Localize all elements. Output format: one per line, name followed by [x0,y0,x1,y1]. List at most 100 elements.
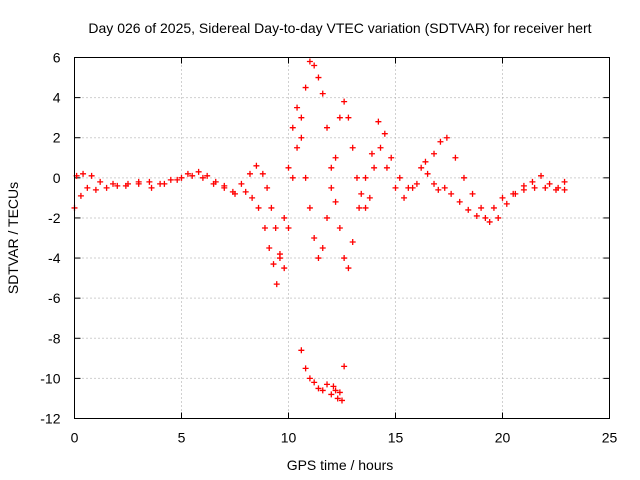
data-point [405,184,412,191]
data-point [339,397,345,404]
data-point [328,391,335,398]
data-point [294,144,301,151]
data-point [92,186,99,193]
data-point [289,174,296,181]
data-point [336,114,343,121]
data-point [422,158,429,165]
data-point [302,365,309,372]
data-point [298,134,305,141]
data-point [184,170,191,177]
data-points [71,58,568,404]
data-point [285,224,292,231]
data-point [289,124,296,131]
data-point [103,184,110,191]
data-point [424,170,431,177]
data-point [174,176,181,183]
data-point [199,174,206,181]
data-point [520,182,527,189]
x-tick-label: 0 [71,430,79,446]
x-tick-label: 15 [388,430,404,446]
y-tick-label: 2 [53,130,61,146]
data-point [311,62,318,69]
data-point [268,204,275,211]
data-point [148,184,155,191]
data-point [178,174,185,181]
data-point [358,190,365,197]
y-tick-label: 4 [53,90,61,106]
data-point [460,174,467,181]
data-point [97,178,104,185]
data-point [362,204,369,211]
data-point [452,154,459,161]
data-point [512,190,519,197]
data-point [469,190,476,197]
data-point [437,138,444,145]
data-point [334,395,341,402]
data-point [253,162,260,169]
data-point [229,188,236,195]
data-point [122,182,129,189]
data-point [330,383,337,390]
data-point [88,172,95,179]
data-point [392,184,399,191]
data-point [306,58,313,65]
data-point [456,198,463,205]
data-point [161,180,168,187]
y-tick-label: -8 [48,330,61,346]
series-band-2 [73,58,568,272]
y-axis-label: SDTVAR / TECUs [5,182,21,294]
data-point [561,178,568,185]
y-tick-label: -2 [48,210,61,226]
data-point [490,204,497,211]
data-point [336,224,343,231]
data-point [270,261,277,268]
data-point [167,176,174,183]
data-point [281,265,288,272]
data-point [110,180,117,187]
data-point [189,172,196,179]
data-point [84,184,91,191]
data-point [499,194,506,201]
data-point [319,245,326,252]
y-tick-label: -4 [48,250,61,266]
data-point [212,178,219,185]
data-point [332,387,339,394]
data-point [281,214,288,221]
data-point [242,188,249,195]
data-point [302,174,309,181]
data-point [259,170,266,177]
data-point [341,363,348,370]
data-point [306,204,313,211]
data-point [356,204,363,211]
x-tick-label: 5 [178,430,186,446]
data-point [324,124,331,131]
data-point [324,381,331,388]
data-point [377,144,384,151]
data-point [349,239,356,246]
data-point [315,385,322,392]
data-point [482,214,489,221]
plot-frame [74,57,610,419]
data-point [114,182,121,189]
data-point [538,172,545,179]
data-point [204,172,211,179]
data-point [315,255,322,262]
data-point [336,389,343,396]
data-point [431,180,438,187]
data-point [388,154,395,161]
data-point [345,265,352,272]
data-point [80,170,87,177]
data-point [349,144,356,151]
data-point [486,218,493,225]
data-point [341,255,348,262]
y-tick-labels: -12 -10 -8 -6 -4 -2 0 2 4 6 [40,50,60,427]
data-point [273,281,280,288]
y-tick-label: 6 [53,50,61,66]
data-point [371,164,378,171]
data-point [478,204,485,211]
data-point [546,180,553,187]
data-point [135,178,142,185]
data-point [311,235,318,241]
